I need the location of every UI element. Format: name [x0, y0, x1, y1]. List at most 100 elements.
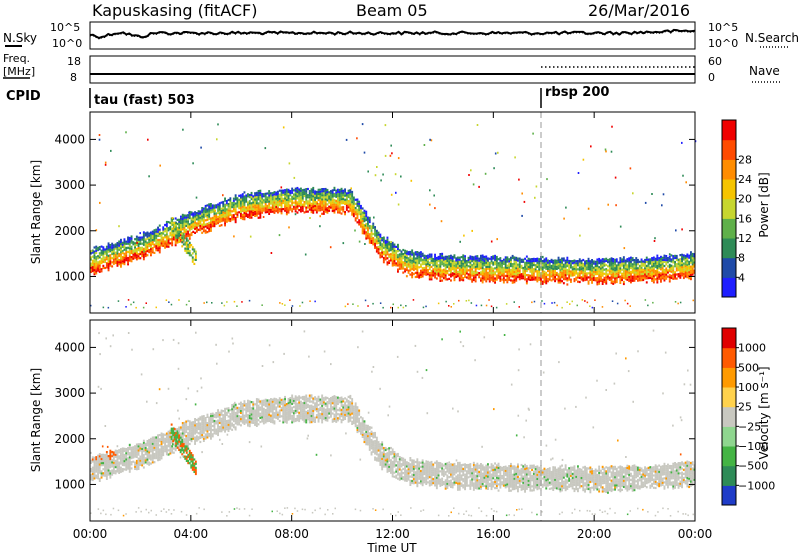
heatmap-cell — [273, 191, 276, 194]
heatmap-cell — [169, 450, 172, 453]
heatmap-cell — [188, 432, 191, 435]
heatmap-cell — [160, 244, 163, 247]
heatmap-cell — [241, 213, 244, 216]
heatmap-cell — [365, 212, 368, 215]
heatmap-cell — [137, 246, 140, 250]
heatmap-cell — [116, 252, 119, 255]
heatmap-cell — [661, 262, 664, 266]
heatmap-cell — [155, 450, 158, 453]
heatmap-cell — [176, 438, 179, 441]
heatmap-cell — [441, 261, 444, 264]
heatmap-cell — [210, 221, 212, 224]
heatmap-cell — [184, 241, 187, 244]
heatmap-cell — [236, 415, 239, 418]
heatmap-cell — [252, 409, 255, 412]
heatmap-cell — [432, 264, 435, 267]
heatmap-cell — [596, 281, 599, 284]
heatmap-cell — [208, 416, 211, 419]
heatmap-cell — [573, 263, 576, 266]
heatmap-cell — [589, 266, 592, 269]
heatmap-cell — [645, 264, 648, 267]
heatmap-cell — [322, 208, 325, 211]
heatmap-cell — [349, 197, 352, 200]
heatmap-cell — [382, 246, 385, 249]
heatmap-cell — [529, 274, 532, 277]
heatmap-cell — [492, 269, 495, 272]
heatmap-cell — [621, 274, 623, 277]
heatmap-cell — [412, 262, 415, 265]
heatmap-cell — [612, 274, 615, 277]
heatmap-cell — [573, 269, 576, 272]
heatmap-cell — [300, 204, 302, 207]
heatmap-cell — [220, 209, 223, 212]
heatmap-cell — [637, 263, 639, 266]
heatmap-cell — [374, 232, 376, 235]
heatmap-cell — [91, 476, 94, 480]
heatmap-cell — [183, 434, 186, 437]
heatmap-cell — [400, 265, 403, 268]
heatmap-cell — [670, 264, 673, 267]
heatmap-cell — [193, 262, 196, 265]
heatmap-cell — [513, 270, 516, 273]
heatmap-cell — [566, 260, 569, 263]
heatmap-cell — [397, 264, 399, 267]
heatmap-cell — [127, 449, 129, 452]
heatmap-cell — [139, 463, 142, 466]
heatmap-cell — [685, 181, 687, 184]
heatmap-cell — [508, 274, 511, 277]
heatmap-cell — [499, 269, 502, 272]
heatmap-cell — [373, 216, 375, 219]
heatmap-cell — [367, 218, 369, 221]
heatmap-cell — [416, 275, 419, 278]
heatmap-cell — [321, 196, 324, 199]
heatmap-cell — [111, 455, 114, 458]
heatmap-cell — [442, 268, 445, 271]
heatmap-cell — [187, 247, 190, 250]
heatmap-cell — [337, 207, 339, 210]
heatmap-cell — [608, 258, 611, 261]
heatmap-cell — [589, 305, 591, 307]
heatmap-cell — [90, 264, 92, 267]
heatmap-cell — [285, 198, 288, 201]
heatmap-cell — [221, 302, 223, 304]
heatmap-cell — [169, 429, 172, 432]
heatmap-cell — [181, 430, 184, 433]
heatmap-cell — [211, 206, 214, 209]
heatmap-cell — [204, 419, 207, 422]
heatmap-cell — [502, 275, 505, 278]
heatmap-cell — [347, 191, 350, 194]
heatmap-cell — [476, 273, 479, 276]
heatmap-cell — [571, 272, 574, 275]
heatmap-cell — [204, 435, 207, 438]
heatmap-cell — [604, 148, 607, 151]
heatmap-cell — [197, 212, 200, 215]
heatmap-cell — [630, 260, 632, 263]
heatmap-cell — [234, 405, 237, 408]
heatmap-cell — [586, 301, 589, 304]
heatmap-cell — [278, 234, 281, 237]
heatmap-cell — [287, 188, 290, 191]
heatmap-cell — [577, 260, 579, 263]
heatmap-cell — [213, 216, 216, 219]
heatmap-cell — [416, 257, 419, 260]
heatmap-cell — [102, 453, 105, 456]
heatmap-cell — [474, 263, 477, 266]
heatmap-cell — [522, 260, 525, 263]
heatmap-cell — [582, 265, 585, 268]
heatmap-cell — [238, 402, 241, 405]
heatmap-cell — [430, 272, 433, 275]
heatmap-cell — [543, 272, 546, 275]
heatmap-cell — [570, 264, 572, 267]
heatmap-cell — [248, 200, 251, 203]
heatmap-cell — [437, 255, 440, 259]
heatmap-cell — [310, 208, 313, 212]
heatmap-cell — [315, 197, 318, 200]
heatmap-cell — [191, 246, 194, 249]
heatmap-cell — [665, 255, 668, 258]
heatmap-cell — [314, 194, 316, 197]
heatmap-cell — [388, 261, 391, 264]
heatmap-cell — [227, 215, 230, 218]
heatmap-cell — [227, 217, 230, 220]
heatmap-cell — [185, 214, 188, 217]
heatmap-cell — [656, 260, 659, 263]
